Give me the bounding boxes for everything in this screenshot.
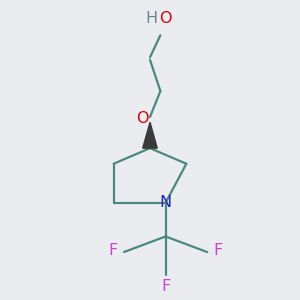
Text: O: O [160, 11, 172, 26]
Text: H: H [145, 11, 157, 26]
Text: F: F [108, 243, 118, 258]
Polygon shape [143, 122, 157, 148]
Text: O: O [136, 111, 149, 126]
Text: F: F [214, 243, 223, 258]
Text: N: N [160, 195, 172, 210]
Text: F: F [161, 279, 170, 294]
